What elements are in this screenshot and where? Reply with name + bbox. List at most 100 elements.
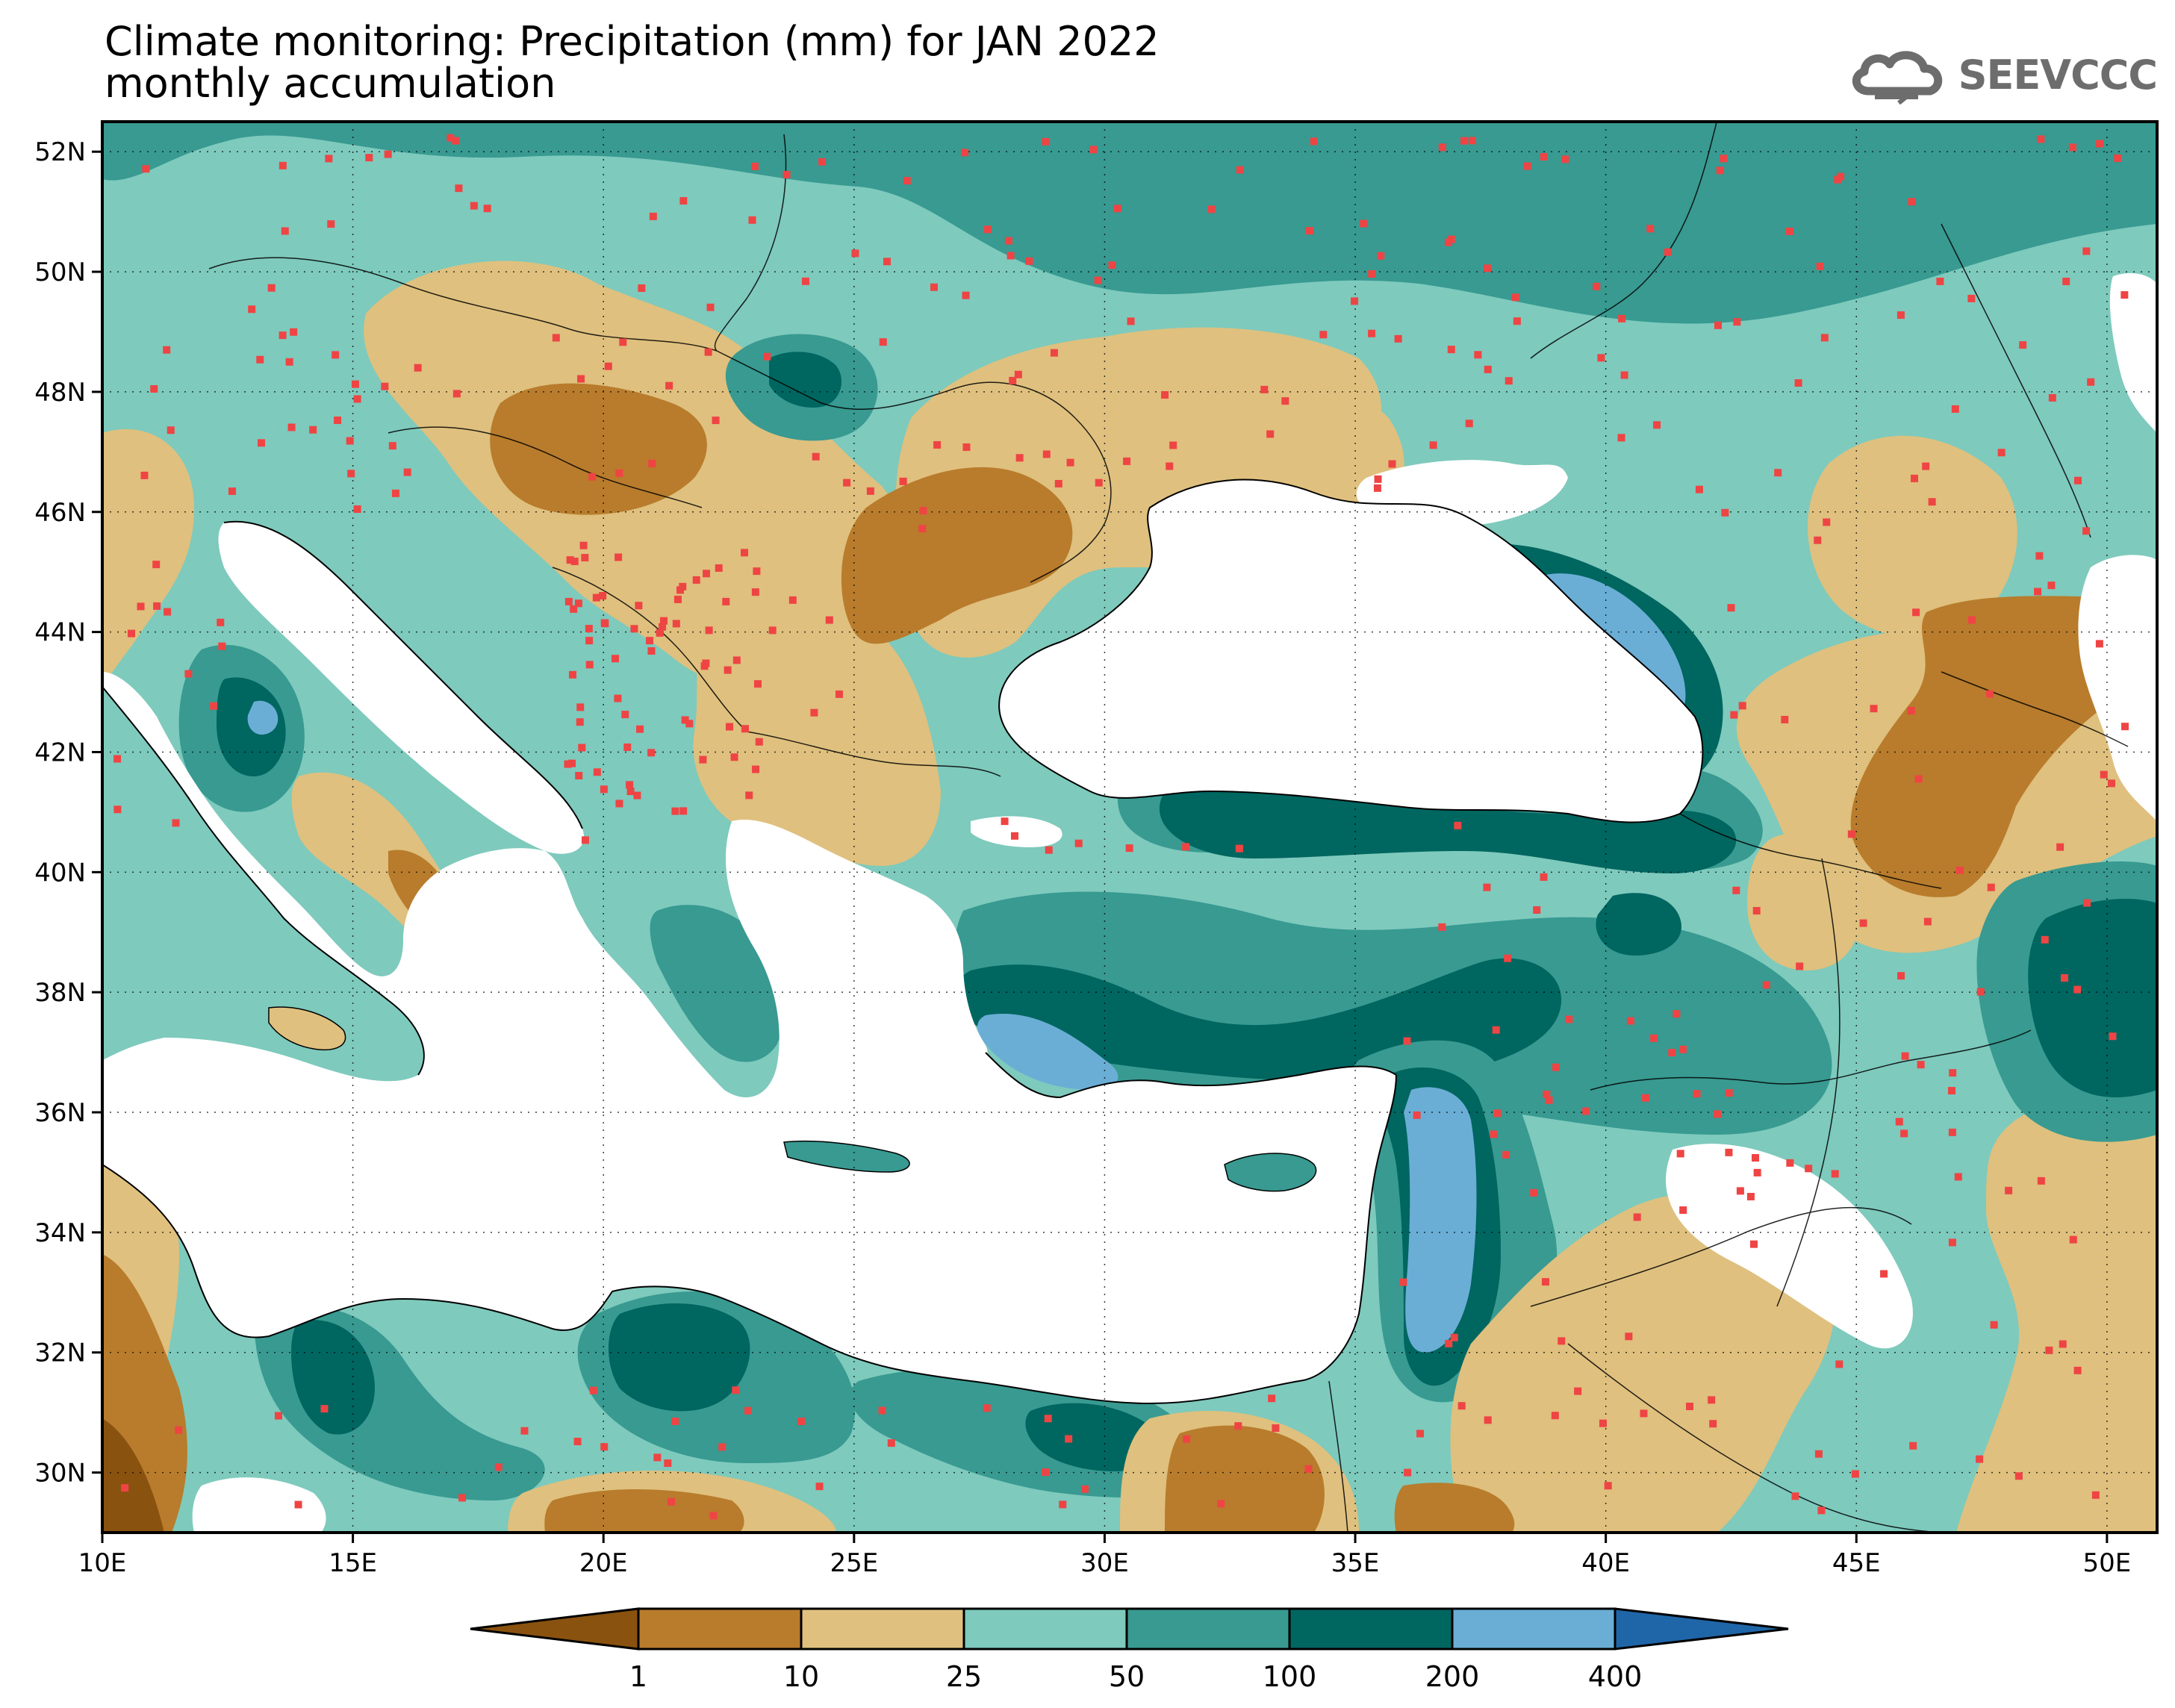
station-marker — [1730, 711, 1738, 719]
station-marker — [1736, 1187, 1744, 1195]
station-marker — [1936, 277, 1944, 285]
station-marker — [797, 1418, 806, 1426]
station-marker — [744, 1406, 752, 1415]
station-marker — [1791, 1492, 1799, 1500]
station-marker — [164, 608, 172, 616]
station-marker — [1234, 1422, 1242, 1430]
station-marker — [1753, 1168, 1761, 1176]
station-marker — [577, 375, 585, 383]
station-marker — [2121, 723, 2129, 731]
station-marker — [1373, 484, 1381, 492]
station-marker — [1679, 1206, 1687, 1215]
station-marker — [725, 723, 733, 731]
station-marker — [1094, 276, 1102, 284]
station-marker — [1617, 434, 1625, 442]
station-marker — [1089, 146, 1098, 154]
station-marker — [167, 426, 175, 434]
station-marker — [1360, 219, 1368, 228]
station-marker — [1457, 1402, 1466, 1410]
station-marker — [1720, 155, 1728, 163]
station-marker — [659, 617, 668, 625]
station-marker — [753, 567, 761, 576]
station-marker — [732, 656, 741, 664]
station-marker — [568, 670, 576, 679]
station-marker — [1633, 1213, 1641, 1221]
station-marker — [1814, 536, 1822, 544]
station-marker — [1183, 1435, 1191, 1443]
zone-100-200 — [1025, 1403, 1157, 1471]
station-marker — [866, 487, 874, 495]
station-marker — [741, 549, 749, 557]
station-marker — [1108, 261, 1116, 269]
station-marker — [1438, 923, 1446, 931]
station-marker — [1445, 1339, 1453, 1347]
station-marker — [1911, 474, 1919, 482]
station-marker — [2014, 1472, 2023, 1480]
colorbar-label: 400 — [1588, 1660, 1643, 1693]
station-marker — [1823, 518, 1831, 526]
station-marker — [671, 807, 679, 815]
station-marker — [825, 616, 833, 624]
station-marker — [388, 442, 396, 450]
station-marker — [365, 154, 373, 162]
lon-tick-label: 35E — [1331, 1548, 1380, 1578]
station-marker — [630, 625, 638, 633]
station-marker — [452, 137, 460, 145]
station-marker — [709, 1512, 718, 1520]
station-marker — [1896, 311, 1905, 320]
lat-tick-label: 46N — [34, 498, 86, 528]
station-marker — [414, 364, 422, 372]
station-marker — [574, 599, 582, 608]
cloud-icon — [1852, 51, 1942, 105]
station-marker — [2083, 899, 2091, 907]
logo-text: SEEVCCC — [1958, 51, 2158, 99]
station-marker — [1954, 1173, 1962, 1181]
station-marker — [1541, 1278, 1549, 1286]
station-marker — [1450, 1333, 1458, 1341]
lat-tick-label: 50N — [34, 258, 86, 287]
station-marker — [589, 1386, 597, 1394]
station-marker — [1976, 1455, 1984, 1463]
station-marker — [715, 564, 723, 572]
station-marker — [1949, 1069, 1957, 1077]
station-marker — [256, 355, 264, 364]
station-marker — [648, 459, 656, 467]
station-marker — [1923, 917, 1932, 926]
station-marker — [279, 331, 287, 340]
station-marker — [646, 637, 654, 645]
station-marker — [1545, 1096, 1553, 1104]
station-marker — [1429, 441, 1437, 449]
station-marker — [1593, 282, 1601, 290]
station-marker — [2082, 527, 2091, 535]
station-marker — [1653, 421, 1661, 429]
zone-100-200 — [291, 1320, 375, 1435]
station-marker — [494, 1463, 502, 1471]
station-marker — [1502, 1150, 1510, 1159]
station-marker — [614, 553, 623, 561]
station-marker — [163, 346, 171, 354]
station-marker — [835, 690, 843, 698]
station-marker — [1125, 844, 1133, 853]
zone-100-200 — [769, 352, 842, 408]
station-marker — [172, 819, 180, 827]
station-marker — [1774, 469, 1782, 477]
station-marker — [768, 626, 777, 635]
station-marker — [153, 602, 161, 610]
station-marker — [2047, 582, 2056, 590]
station-marker — [1006, 252, 1015, 260]
station-marker — [1796, 962, 1804, 970]
station-marker — [1901, 1052, 1909, 1060]
station-marker — [730, 753, 738, 761]
station-marker — [2091, 1491, 2100, 1499]
station-marker — [1050, 349, 1058, 357]
station-marker — [1042, 1468, 1050, 1477]
station-marker — [1749, 1240, 1758, 1248]
station-marker — [1897, 972, 1905, 980]
station-marker — [1368, 269, 1376, 278]
station-marker — [1009, 376, 1017, 384]
station-marker — [1454, 821, 1462, 829]
station-marker — [1908, 198, 1916, 206]
zone-25-50-dry — [1016, 327, 1381, 487]
station-marker — [137, 602, 145, 611]
station-marker — [1217, 1500, 1225, 1508]
